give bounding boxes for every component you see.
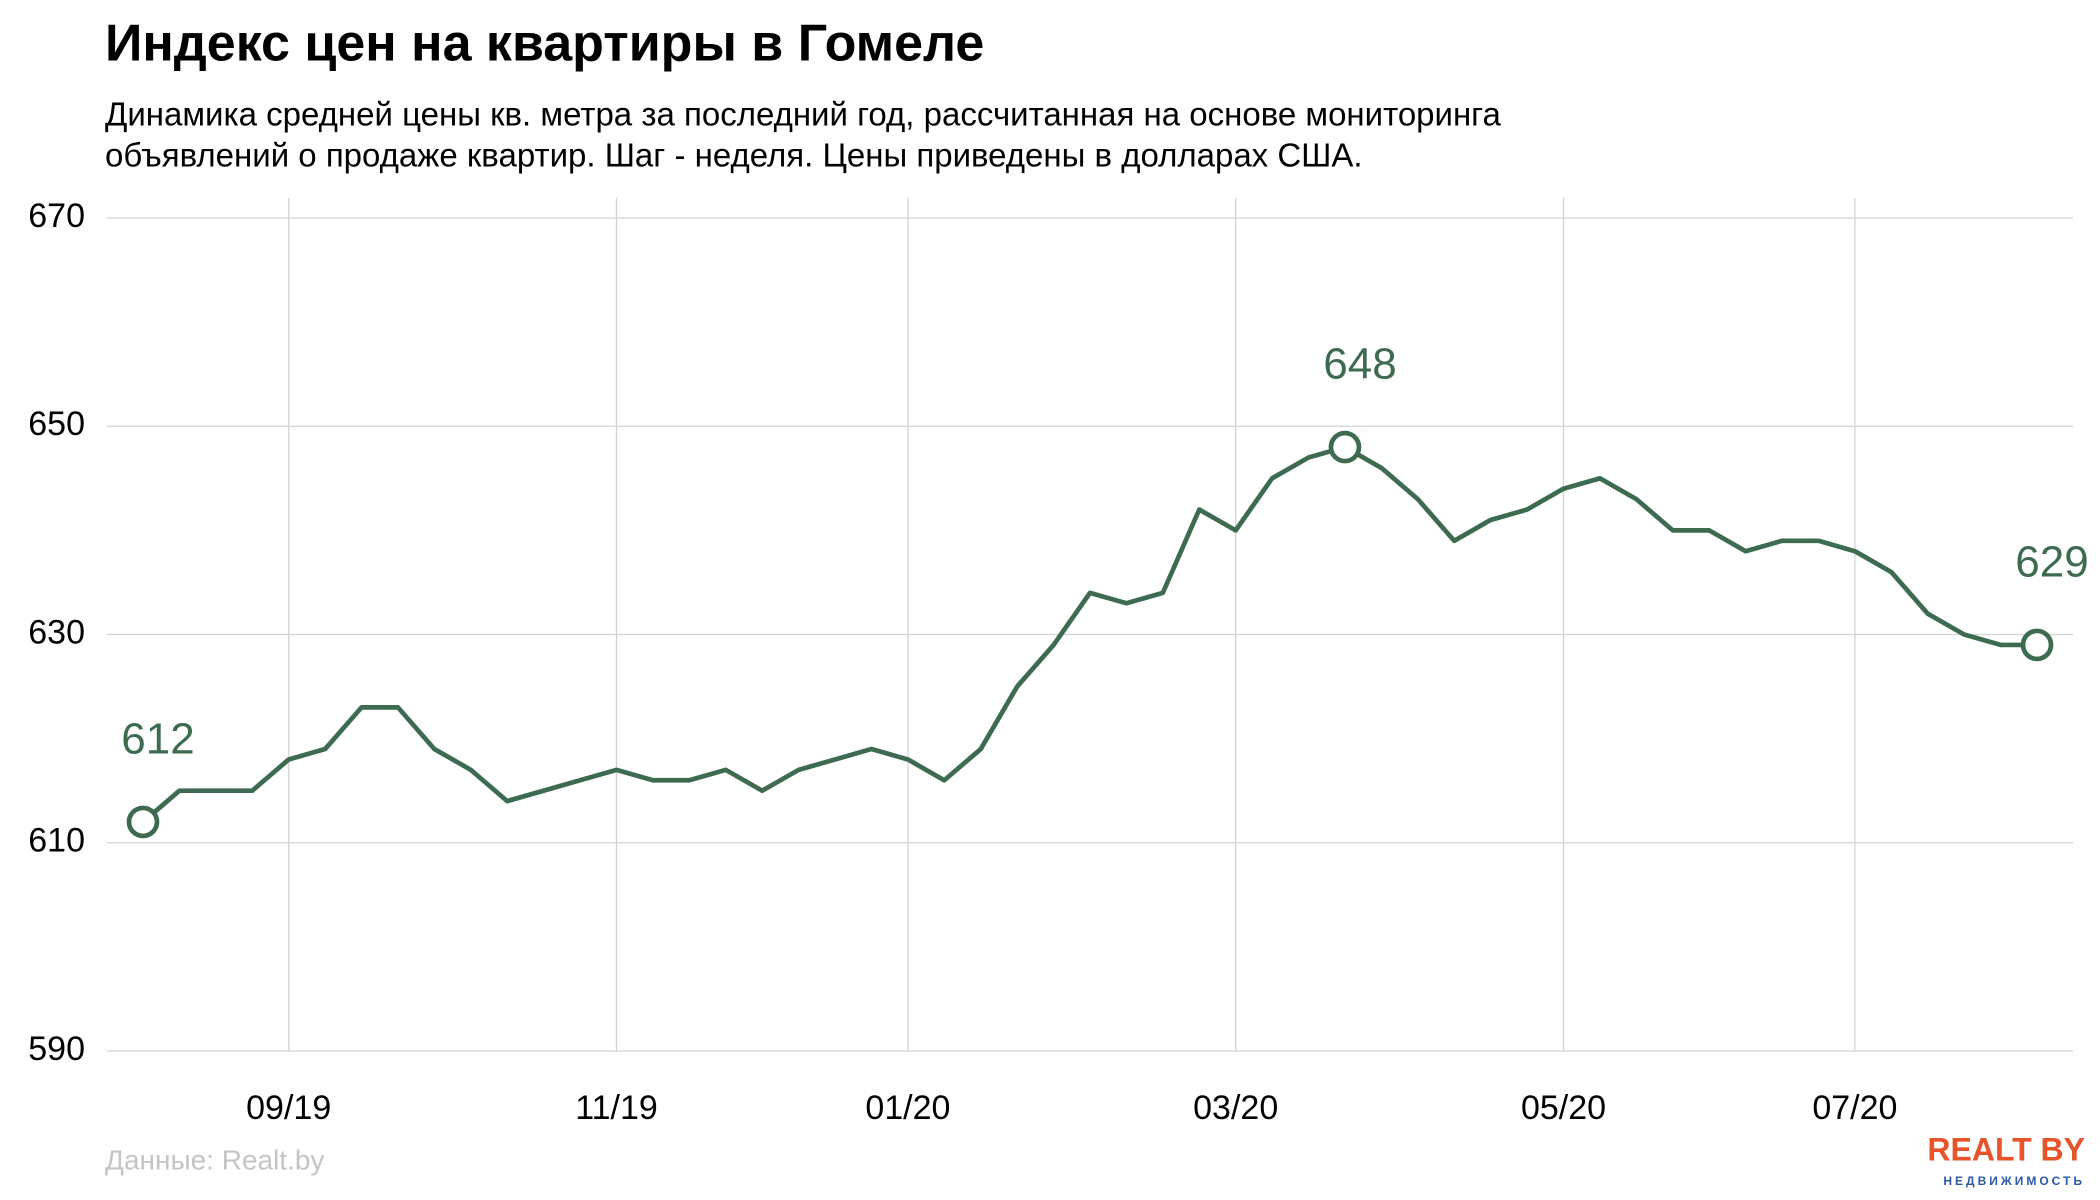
- x-tick-label: 01/20: [865, 1089, 950, 1127]
- source: Данные: Realt.by: [105, 1144, 324, 1175]
- x-tick-label: 11/19: [575, 1089, 658, 1127]
- x-tick-label: 09/19: [246, 1089, 331, 1127]
- x-tick-label: 07/20: [1812, 1089, 1897, 1127]
- point-marker: [1328, 430, 1362, 464]
- line: [141, 444, 2037, 824]
- x-tick-label: 03/20: [1193, 1089, 1278, 1127]
- chart-title: Индекс цен на квартиры в Гомеле: [105, 15, 984, 73]
- x-tick-label: 05/20: [1521, 1089, 1606, 1127]
- point-marker: [2020, 628, 2054, 662]
- y-tick-label: 670: [28, 197, 85, 235]
- y-tick-label: 650: [28, 405, 85, 443]
- logo-tagline: НЕДВИЖИМОСТЬ: [1943, 1174, 2085, 1188]
- subtitle: объявлений о продаже квартир. Шаг - неде…: [105, 137, 1363, 174]
- data-label: 629: [2015, 538, 2088, 587]
- subtitle: Динамика средней цены кв. метра за после…: [105, 96, 1501, 133]
- point-marker: [126, 805, 160, 839]
- y-tick-label: 590: [28, 1030, 85, 1068]
- logo: REALT BY: [1927, 1131, 2085, 1167]
- data-label: 648: [1323, 340, 1396, 389]
- data-label: 612: [121, 715, 194, 764]
- y-tick-label: 630: [28, 613, 85, 651]
- y-tick-label: 610: [28, 822, 85, 860]
